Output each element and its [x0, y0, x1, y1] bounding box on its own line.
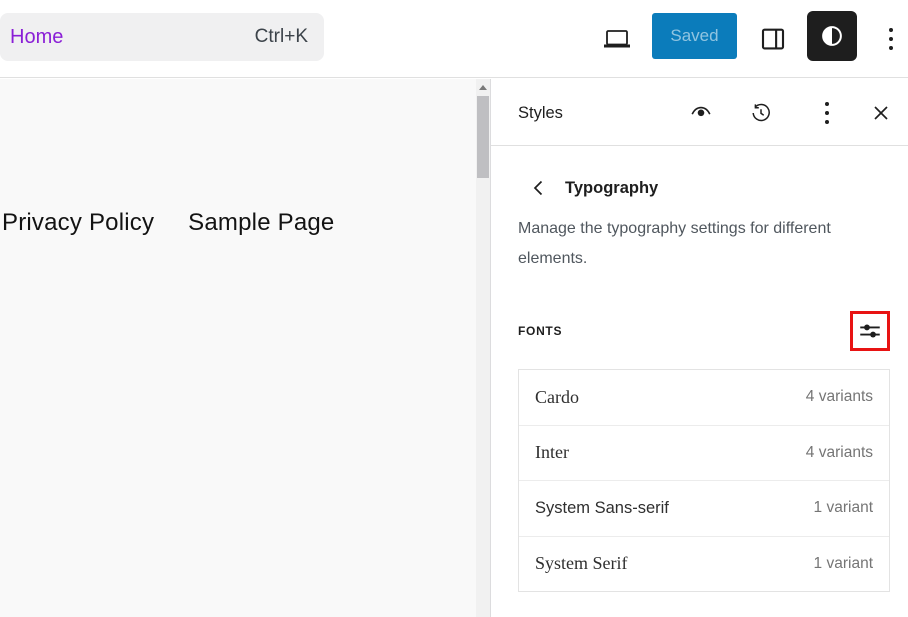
styles-button-active[interactable] — [807, 11, 857, 61]
scrollbar-thumb[interactable] — [477, 96, 489, 178]
editor-top-bar: Home Ctrl+K Saved — [0, 0, 908, 78]
revisions-button[interactable] — [749, 101, 773, 125]
panel-title: Styles — [518, 104, 563, 122]
canvas-scrollbar[interactable] — [476, 79, 490, 617]
site-navigation: Privacy Policy Sample Page — [2, 209, 334, 237]
back-button[interactable] — [527, 176, 551, 200]
history-clock-icon — [749, 101, 773, 125]
site-preview-canvas[interactable]: Privacy Policy Sample Page — [0, 79, 476, 617]
view-devices-button[interactable] — [598, 20, 636, 58]
kebab-menu-icon — [825, 102, 829, 124]
nav-link-sample-page[interactable]: Sample Page — [188, 209, 335, 236]
laptop-icon — [602, 26, 632, 52]
section-description: Manage the typography settings for diffe… — [518, 220, 831, 267]
nav-link-privacy-policy[interactable]: Privacy Policy — [2, 209, 155, 236]
styles-panel-header: Styles — [491, 79, 908, 146]
toggle-sidebar-button[interactable] — [754, 20, 792, 58]
font-variants: 4 variants — [805, 388, 873, 406]
font-list-item[interactable]: Inter 4 variants — [519, 424, 889, 480]
options-menu-button[interactable] — [876, 20, 906, 58]
sliders-settings-icon — [857, 318, 883, 344]
fonts-header-row: FONTS — [518, 311, 890, 351]
scrollbar-up-arrow[interactable] — [476, 79, 490, 95]
font-name: Cardo — [535, 386, 579, 407]
sidebar-layout-icon — [758, 24, 788, 54]
font-variants: 4 variants — [805, 443, 873, 461]
command-palette-bar[interactable]: Home Ctrl+K — [0, 13, 324, 61]
document-title-link[interactable]: Home — [10, 25, 64, 48]
style-book-button[interactable] — [689, 101, 713, 125]
close-styles-button[interactable] — [869, 101, 893, 125]
font-variants: 1 variant — [813, 554, 873, 572]
font-name: System Serif — [535, 553, 628, 574]
kebab-menu-icon — [889, 28, 893, 50]
font-list-item[interactable]: System Sans-serif 1 variant — [519, 480, 889, 536]
keyboard-shortcut-label: Ctrl+K — [254, 26, 308, 47]
font-list: Cardo 4 variants Inter 4 variants System… — [518, 369, 890, 592]
typography-header-row: Typography — [518, 176, 658, 200]
styles-sidebar-panel: Styles — [490, 79, 908, 617]
section-heading: Typography — [565, 178, 659, 197]
chevron-left-icon — [527, 176, 551, 200]
saved-button[interactable]: Saved — [652, 13, 737, 59]
close-icon — [869, 101, 893, 125]
font-list-item[interactable]: System Serif 1 variant — [519, 535, 889, 591]
styles-half-circle-icon — [817, 21, 847, 51]
eye-icon — [689, 101, 713, 125]
manage-fonts-button-highlighted[interactable] — [850, 311, 890, 351]
font-name: System Sans-serif — [535, 498, 669, 517]
fonts-label: FONTS — [518, 324, 563, 338]
styles-actions-menu-button[interactable] — [815, 101, 839, 125]
font-name: Inter — [535, 442, 569, 463]
font-list-item[interactable]: Cardo 4 variants — [519, 370, 889, 425]
font-variants: 1 variant — [813, 499, 873, 517]
